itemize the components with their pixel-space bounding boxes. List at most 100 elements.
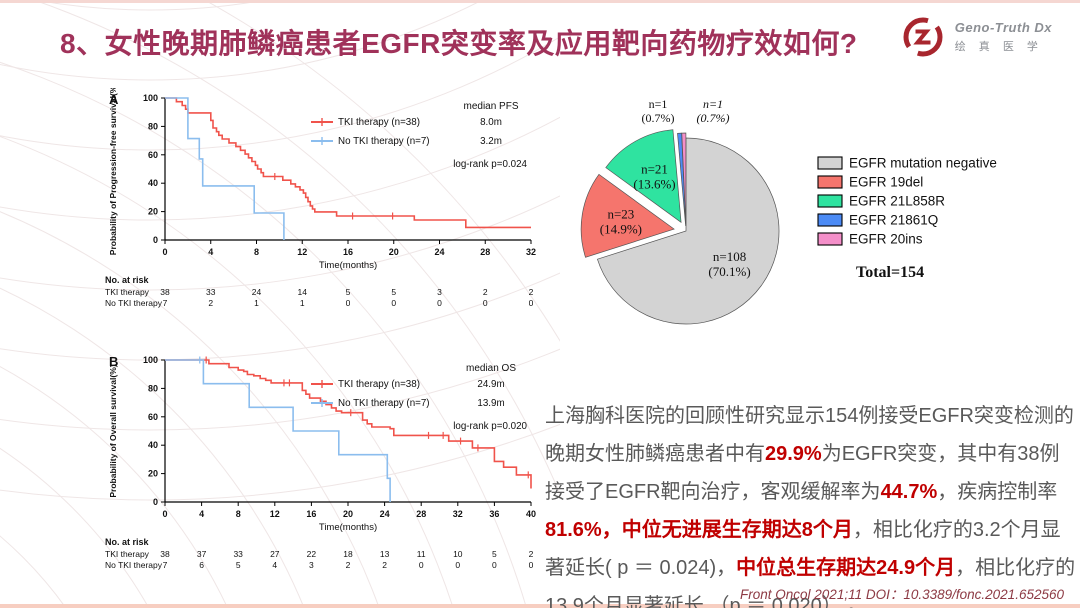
summary-highlight: 44.7%: [880, 481, 938, 503]
egfr-pie-chart: n=108(70.1%)n=23(14.9%)n=21(13.6%)n=1(0.…: [580, 97, 997, 325]
at-risk-value: 33: [206, 287, 216, 297]
at-risk-value: 38: [160, 287, 170, 297]
top-edge-accent: [0, 0, 1080, 3]
panel-letter: A: [109, 92, 119, 107]
at-risk-value: 0: [346, 298, 351, 308]
slice-label-n: n=1: [703, 97, 723, 111]
summary-text: 为EGFR突变，其中有38例接受了EGFR靶向治疗，客观缓解率为: [545, 443, 1060, 503]
at-risk-value: 0: [455, 560, 460, 570]
at-risk-value: 5: [492, 549, 497, 559]
svg-text:16: 16: [306, 509, 316, 519]
at-risk-header: No. at risk: [105, 275, 150, 285]
at-risk-header: No. at risk: [105, 537, 150, 547]
at-risk-value: 37: [197, 549, 207, 559]
at-risk-value: 38: [160, 549, 170, 559]
summary-text: ，相比化疗的3.2个月显著延长( p ＝ 0.024)，: [545, 519, 1061, 579]
at-risk-value: 2: [382, 560, 387, 570]
x-axis-label: Time(months): [319, 260, 377, 271]
at-risk-value: 5: [346, 287, 351, 297]
svg-text:4: 4: [208, 247, 213, 257]
pie-legend-swatch: [817, 156, 843, 170]
svg-text:0: 0: [162, 509, 167, 519]
svg-text:20: 20: [389, 247, 399, 257]
svg-text:40: 40: [148, 178, 158, 188]
x-axis-label: Time(months): [319, 522, 377, 533]
legend-median-value: 8.0m: [480, 117, 502, 128]
svg-text:60: 60: [148, 150, 158, 160]
at-risk-value: 0: [529, 298, 534, 308]
svg-text:24: 24: [380, 509, 390, 519]
at-risk-value: 22: [307, 549, 317, 559]
logrank-p: log-rank p=0.020: [453, 421, 527, 432]
pie-legend-swatch: [817, 175, 843, 189]
at-risk-value: 4: [272, 560, 277, 570]
y-axis-label: Probability of Progression-free survival…: [108, 88, 118, 255]
svg-text:24: 24: [434, 247, 444, 257]
pie-slice: [580, 173, 675, 258]
at-risk-value: 2: [208, 298, 213, 308]
at-risk-value: 0: [437, 298, 442, 308]
legend-series-name: TKI therapy (n=38): [338, 379, 420, 390]
survival-curve: [165, 97, 531, 229]
at-risk-value: 33: [233, 549, 243, 559]
at-risk-value: 0: [483, 298, 488, 308]
svg-text:20: 20: [148, 469, 158, 479]
svg-text:12: 12: [270, 509, 280, 519]
pie-legend-label: EGFR 20ins: [849, 232, 923, 247]
at-risk-row-label: No TKI therapy: [105, 298, 163, 308]
legend-series-name: No TKI therapy (n=7): [338, 136, 430, 147]
at-risk-value: 5: [391, 287, 396, 297]
svg-text:0: 0: [153, 235, 158, 245]
summary-text: ，疾病控制率: [937, 481, 1058, 503]
svg-text:28: 28: [416, 509, 426, 519]
summary-highlight: 81.6%，中位无进展生存期达8个月: [545, 519, 853, 541]
at-risk-value: 0: [529, 560, 534, 570]
legend-median-value: 24.9m: [477, 379, 504, 390]
at-risk-value: 7: [163, 298, 168, 308]
svg-text:16: 16: [343, 247, 353, 257]
pie-legend-label: EGFR 19del: [849, 175, 923, 190]
svg-text:12: 12: [297, 247, 307, 257]
at-risk-value: 10: [453, 549, 463, 559]
pie-slice: [681, 132, 687, 227]
y-axis-label: Probability of Overall survival(%): [108, 364, 118, 497]
slice-label-n: n=108: [713, 249, 746, 264]
at-risk-value: 0: [492, 560, 497, 570]
svg-text:8: 8: [236, 509, 241, 519]
km-plot-pfs: A0 4 8 12 16 20 24 28 32020406080100Time(months)…: [105, 88, 536, 308]
slice-label-n: n=1: [649, 97, 668, 111]
pie-slice: [596, 137, 780, 325]
pie-slice: [605, 129, 682, 224]
svg-text:100: 100: [143, 355, 158, 365]
svg-text:0: 0: [162, 247, 167, 257]
at-risk-value: 27: [270, 549, 280, 559]
pie-legend-label: EGFR 21L858R: [849, 194, 945, 209]
at-risk-value: 1: [300, 298, 305, 308]
legend-header: median PFS: [463, 101, 518, 112]
citation: Front Oncol 2021;11 DOI：10.3389/fonc.202…: [740, 587, 1064, 602]
svg-text:32: 32: [526, 247, 536, 257]
at-risk-value: 0: [419, 560, 424, 570]
slice-label-pct: (0.7%): [642, 111, 675, 125]
pie-legend-label: EGFR mutation negative: [849, 156, 997, 171]
svg-text:80: 80: [148, 383, 158, 393]
at-risk-value: 5: [236, 560, 241, 570]
summary-text: ，相比化疗的13.9个月显著延长 （p ＝ 0.020） 。: [545, 557, 1076, 608]
bottom-edge-accent: [0, 604, 1080, 608]
legend-series-name: No TKI therapy (n=7): [338, 398, 430, 409]
svg-text:0: 0: [153, 497, 158, 507]
at-risk-value: 11: [417, 549, 426, 559]
panel-letter: B: [109, 354, 118, 369]
at-risk-value: 18: [343, 549, 353, 559]
legend-series-name: TKI therapy (n=38): [338, 117, 420, 128]
at-risk-row-label: TKI therapy: [105, 287, 150, 297]
logo-name-en: Geno-Truth Dx: [954, 20, 1052, 35]
survival-curve: [165, 359, 532, 489]
at-risk-value: 2: [483, 287, 488, 297]
slice-label-pct: (70.1%): [708, 264, 750, 279]
study-summary: 上海胸科医院的回顾性研究显示154例接受EGFR突变检测的晚期女性肺鳞癌患者中有…: [545, 397, 1077, 608]
slice-label-pct: (0.7%): [697, 111, 730, 125]
pie-legend-label: EGFR 21861Q: [849, 213, 938, 228]
summary-text: 上海胸科医院的回顾性研究显示154例接受EGFR突变检测的晚期女性肺鳞癌患者中有: [545, 405, 1074, 465]
